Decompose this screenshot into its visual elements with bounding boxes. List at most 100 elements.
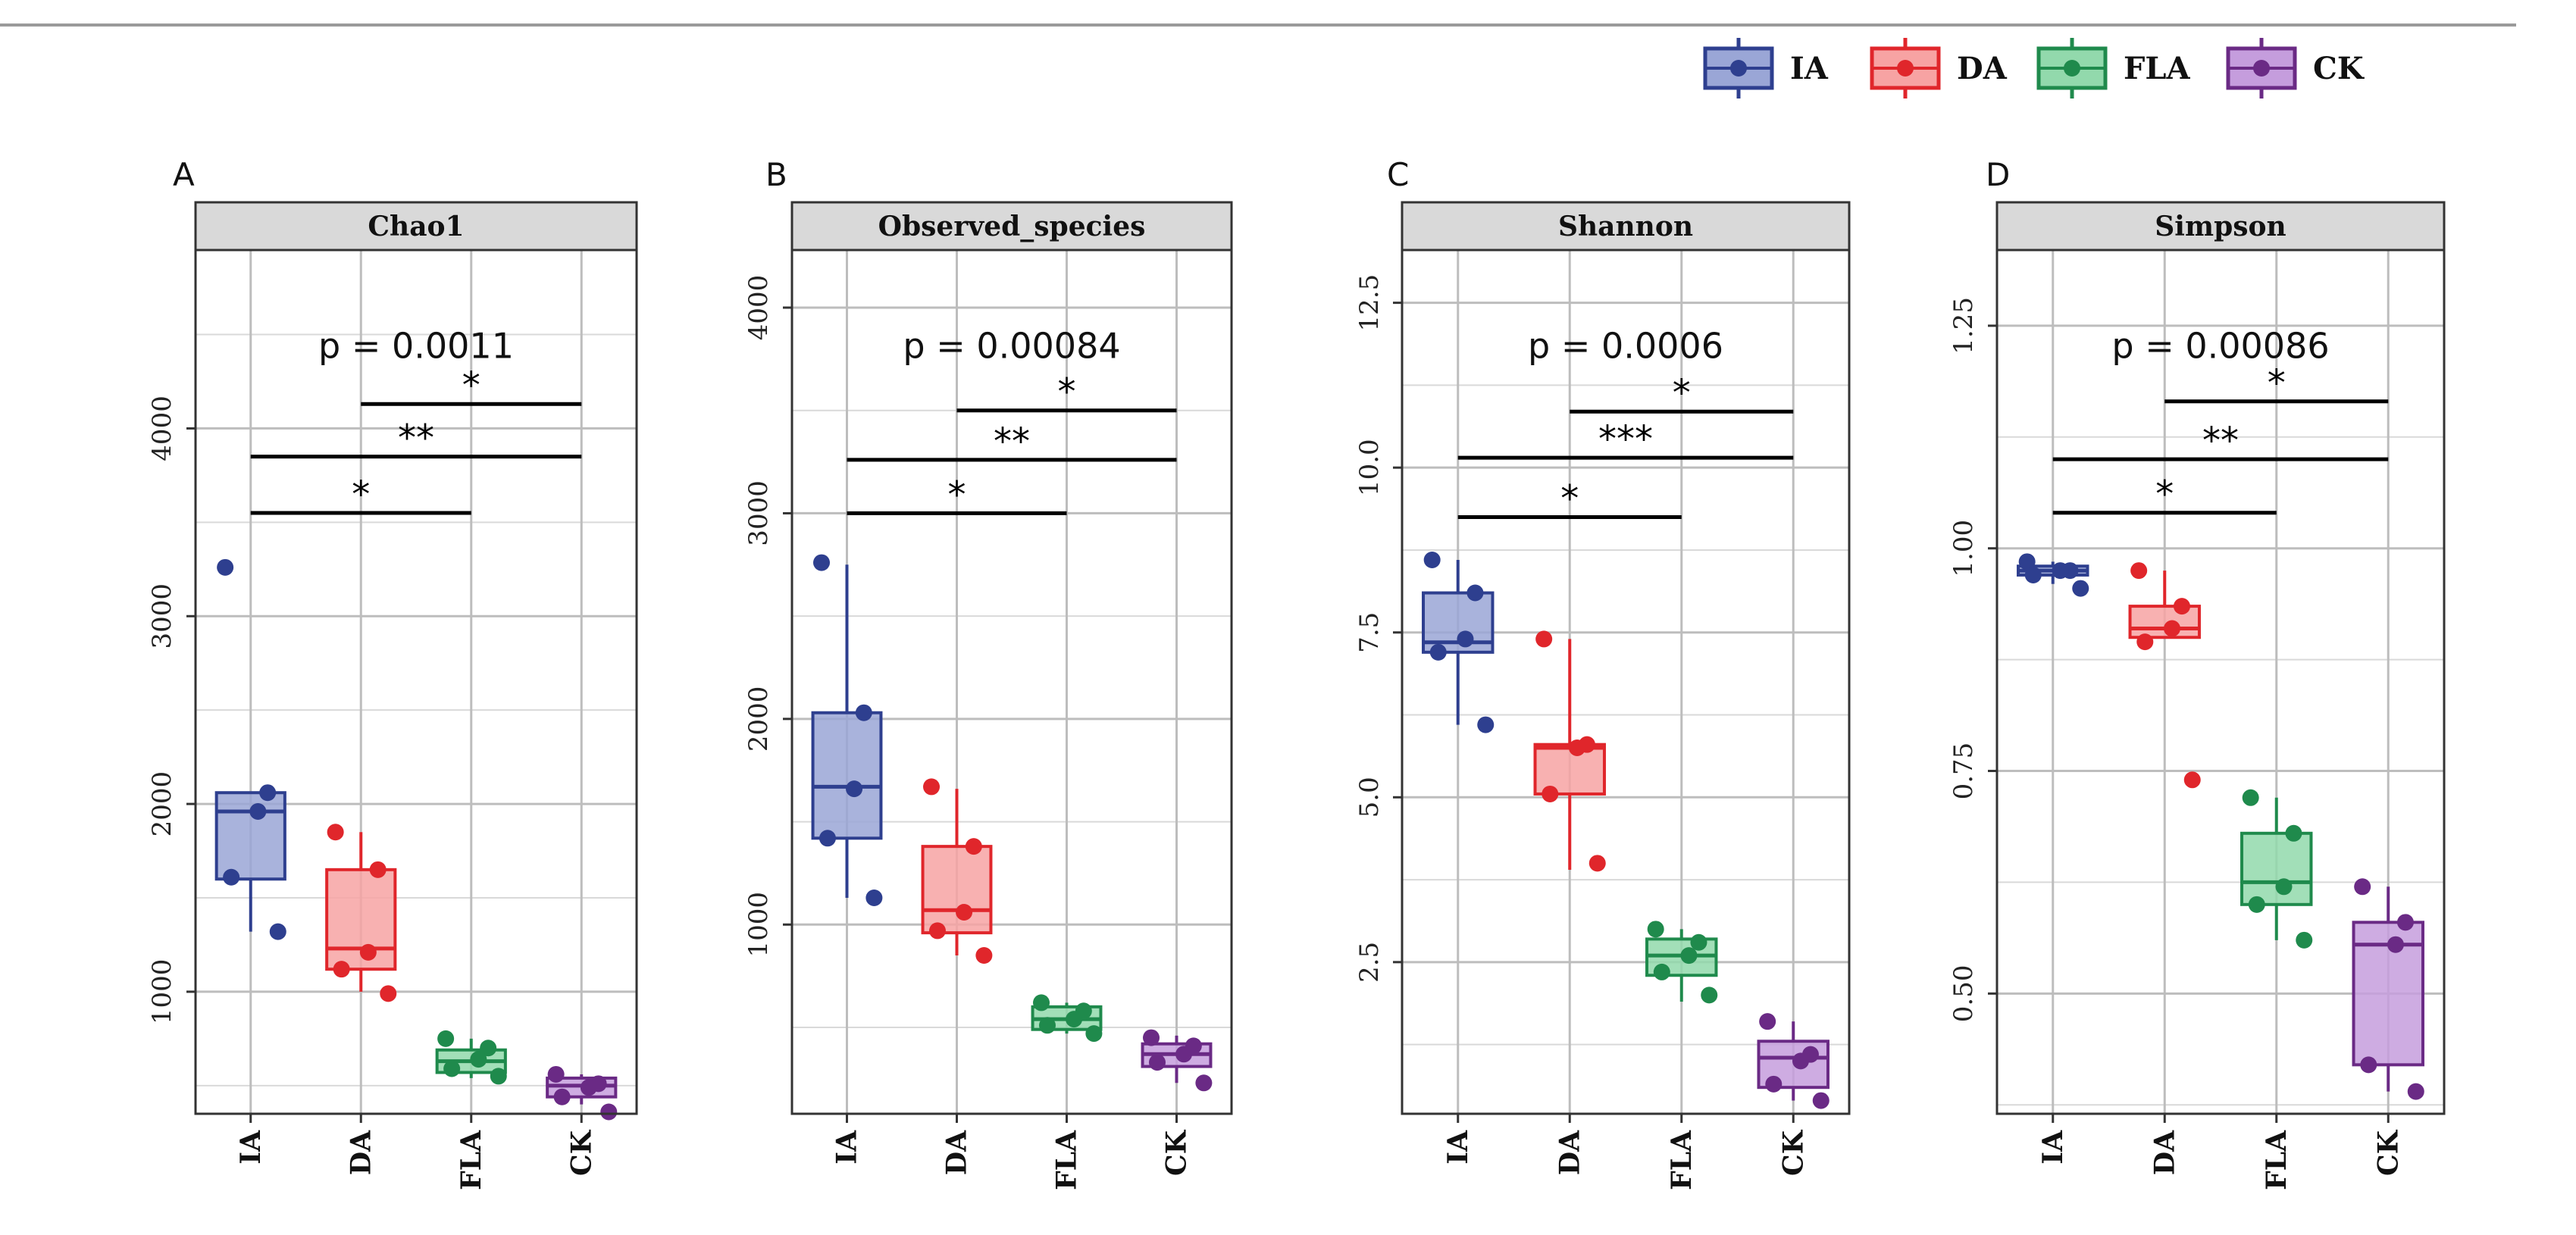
panel-c: C Shannon 2.5 5.0 7.5 10.0 12.5 IA DA FLA CK p = 0.…	[1354, 156, 1851, 1190]
data-point-fla	[470, 1051, 487, 1068]
significance-stars: *	[352, 474, 370, 516]
data-point-ia	[2072, 580, 2089, 597]
data-point-da	[359, 943, 377, 961]
data-point-fla	[2296, 931, 2313, 949]
legend-key-point	[1897, 60, 1914, 77]
y-tick-label: 2000	[147, 771, 177, 837]
data-point-ck	[600, 1103, 618, 1121]
data-point-ia	[223, 868, 240, 886]
data-point-ia	[249, 803, 267, 820]
data-point-ck	[1792, 1052, 1809, 1070]
y-tick-label: 1000	[743, 892, 774, 958]
data-point-da	[333, 961, 350, 978]
p-value-label: p = 0.00086	[2111, 326, 2329, 367]
y-tick-label: 10.0	[1354, 439, 1385, 496]
data-point-ia	[269, 923, 286, 940]
panel-title: Observed_species	[878, 211, 1146, 242]
data-point-ia	[818, 830, 836, 847]
data-point-da	[380, 985, 397, 1002]
x-tick-label: DA	[1554, 1130, 1585, 1175]
significance-stars: *	[1560, 477, 1579, 520]
x-tick-label: DA	[941, 1130, 973, 1175]
significance-stars: *	[2155, 474, 2174, 516]
data-point-ck	[2387, 936, 2404, 953]
y-tick-label: 12.5	[1354, 274, 1385, 332]
p-value-label: p = 0.0006	[1528, 326, 1723, 367]
legend-label: IA	[1790, 51, 1829, 86]
significance-stars: **	[398, 417, 434, 460]
x-tick-label: FLA	[1666, 1130, 1698, 1190]
panel-b: B Observed_species 1000 2000 3000 4000 IA DA FLA…	[743, 156, 1233, 1190]
data-point-fla	[480, 1040, 497, 1057]
data-point-ia	[1423, 552, 1441, 569]
data-point-da	[975, 947, 993, 964]
y-tick-label: 4000	[147, 396, 177, 461]
x-tick-label: CK	[1161, 1129, 1193, 1176]
y-tick-label: 7.5	[1354, 612, 1385, 653]
y-tick-label: 2000	[743, 686, 774, 752]
legend-key-point	[2064, 60, 2080, 77]
y-tick-label: 1.00	[1948, 520, 1979, 577]
box-fla	[2240, 797, 2313, 940]
panel-letter: C	[1387, 156, 1409, 193]
data-point-da	[1588, 855, 1606, 872]
x-tick-label: IA	[831, 1130, 863, 1165]
legend-item-fla: FLA	[2036, 38, 2191, 98]
data-point-ck	[1759, 1013, 1776, 1030]
x-tick-label: DA	[2149, 1130, 2180, 1175]
legend-item-da: DA	[1870, 38, 2008, 98]
panel-title: Shannon	[1558, 211, 1693, 242]
data-point-ck	[580, 1079, 597, 1096]
legend: IA DA FLA CK	[1703, 38, 2365, 98]
data-point-ia	[855, 704, 872, 721]
y-tick-label: 2.5	[1354, 942, 1385, 983]
data-point-fla	[2275, 878, 2293, 896]
data-point-ia	[259, 784, 277, 802]
data-point-ia	[2052, 562, 2069, 580]
data-point-da	[956, 904, 973, 921]
chart-panels: A Chao1 1000 2000 3000 4000 IA DA FLA CK p = 0.001…	[147, 156, 2446, 1190]
data-point-da	[2130, 562, 2148, 580]
box-body	[2128, 605, 2201, 639]
data-point-fla	[1033, 994, 1050, 1011]
data-point-ck	[1143, 1029, 1160, 1046]
x-tick-label: CK	[1777, 1129, 1809, 1176]
plot-area	[792, 250, 1232, 1114]
data-point-ck	[553, 1088, 571, 1105]
data-point-ia	[1466, 584, 1484, 602]
y-tick-label: 4000	[743, 275, 774, 341]
legend-item-ck: CK	[2226, 38, 2365, 98]
data-point-da	[327, 824, 344, 841]
legend-label: CK	[2313, 51, 2365, 86]
data-point-da	[2163, 620, 2180, 637]
box-ia	[214, 791, 286, 932]
data-point-fla	[1647, 921, 1664, 938]
x-tick-label: IA	[2037, 1130, 2069, 1165]
x-tick-label: DA	[345, 1130, 377, 1175]
data-point-ck	[1812, 1092, 1829, 1109]
x-tick-label: FLA	[455, 1130, 487, 1190]
data-point-ck	[2360, 1056, 2377, 1074]
panel-letter: D	[1986, 156, 2010, 193]
plot-border	[1995, 249, 2446, 1115]
panel-letter: B	[765, 156, 787, 193]
p-value-label: p = 0.0011	[318, 326, 514, 367]
y-tick-label: 1000	[147, 959, 177, 1025]
data-point-ck	[2407, 1083, 2424, 1100]
plot-border	[1401, 249, 1851, 1115]
data-point-ck	[2354, 878, 2371, 896]
data-point-da	[1535, 630, 1553, 648]
data-point-fla	[2242, 789, 2259, 806]
significance-stars: **	[2202, 420, 2239, 462]
data-point-ia	[1457, 630, 1474, 648]
box-body	[811, 711, 883, 840]
p-value-label: p = 0.00084	[903, 326, 1120, 367]
data-point-ck	[1148, 1054, 1166, 1071]
data-point-fla	[443, 1060, 461, 1077]
data-point-da	[1568, 739, 1585, 757]
data-point-fla	[1085, 1025, 1103, 1043]
legend-label: DA	[1957, 51, 2008, 86]
strip-background	[194, 201, 638, 252]
data-point-ia	[865, 890, 883, 906]
